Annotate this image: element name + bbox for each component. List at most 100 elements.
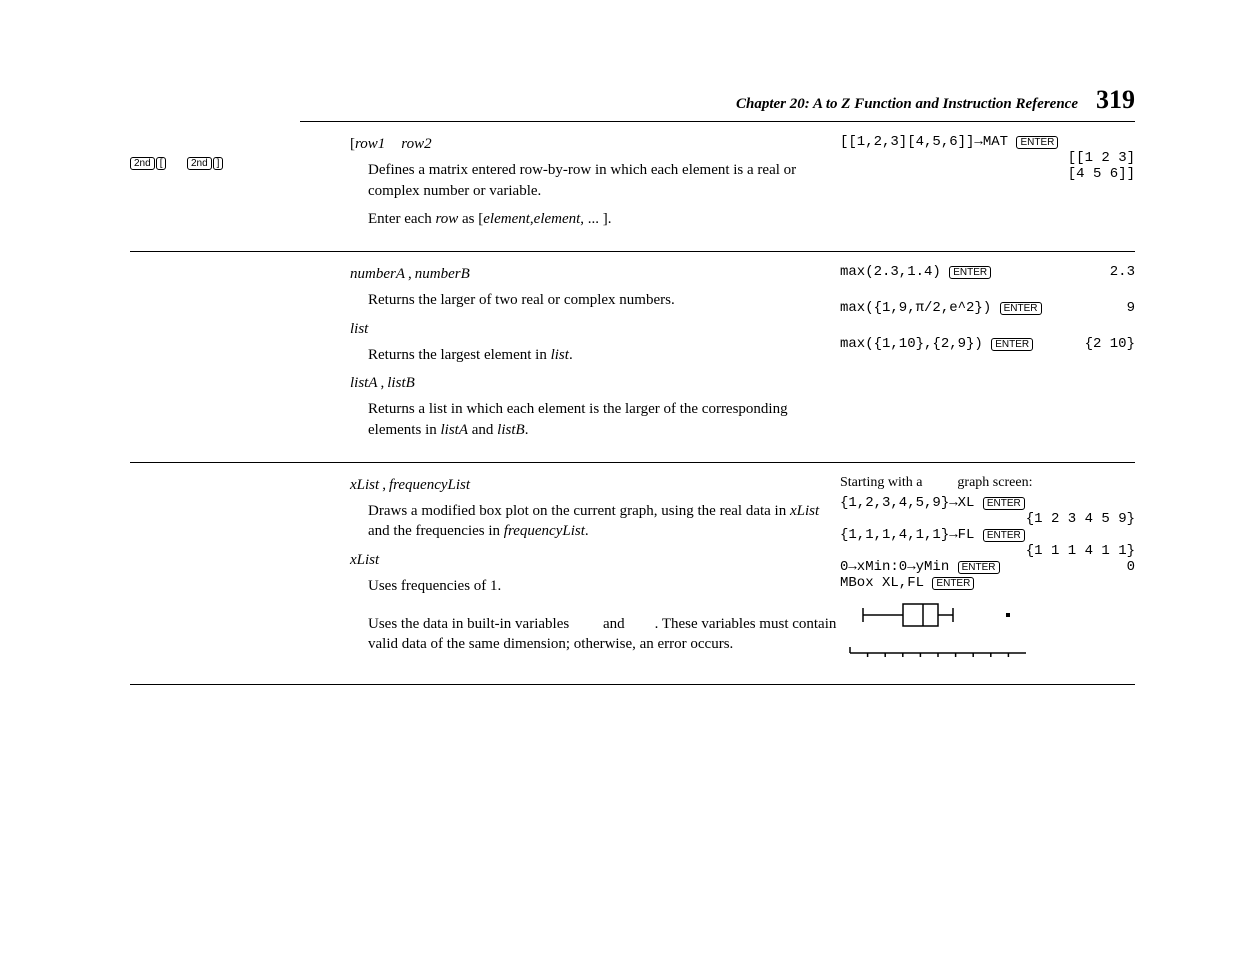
code: {1,2,3,4,5,9}→XL bbox=[840, 495, 974, 511]
t: , ... ]. bbox=[580, 211, 611, 227]
page-header: Chapter 20: A to Z Function and Instruct… bbox=[300, 85, 1135, 122]
syntax: xList bbox=[350, 550, 840, 570]
t: and bbox=[468, 422, 497, 438]
t: . bbox=[525, 422, 529, 438]
entry-max: numberA,numberB Returns the larger of tw… bbox=[130, 252, 1135, 463]
syntax: listA,listB bbox=[350, 373, 840, 393]
example-line: max({1,10},{2,9}) ENTER {2 10} bbox=[840, 336, 1135, 352]
t: element bbox=[483, 211, 530, 227]
entry-mbox: xList,frequencyList Draws a modified box… bbox=[130, 463, 1135, 685]
example-column: Starting with a graph screen: {1,2,3,4,5… bbox=[840, 475, 1135, 670]
t: as [ bbox=[458, 211, 483, 227]
result: 9 bbox=[1127, 300, 1135, 316]
syntax: numberA,numberB bbox=[350, 264, 840, 284]
page: Chapter 20: A to Z Function and Instruct… bbox=[0, 0, 1235, 954]
code: MBox XL,FL bbox=[840, 575, 924, 591]
example-line: {1,2,3,4,5,9}→XL ENTER bbox=[840, 495, 1135, 511]
example-line: 0→xMin:0→yMin ENTER 0 bbox=[840, 559, 1135, 575]
chapter-title: Chapter 20: A to Z Function and Instruct… bbox=[736, 96, 1078, 113]
result-line: [[1 2 3] bbox=[840, 150, 1135, 166]
syntax: xList,frequencyList bbox=[350, 475, 840, 495]
description-column: numberA,numberB Returns the larger of tw… bbox=[350, 264, 840, 448]
code: 0→xMin:0→yMin bbox=[840, 559, 949, 575]
key-enter: ENTER bbox=[958, 561, 1000, 574]
desc-1: Defines a matrix entered row-by-row in w… bbox=[368, 160, 840, 201]
syntax-b: frequencyList bbox=[389, 475, 470, 495]
example-column: [[1,2,3][4,5,6]]→MAT ENTER [[1 2 3] [4 5… bbox=[840, 134, 1135, 237]
example-line: max({1,9,π/2,e^2}) ENTER 9 bbox=[840, 300, 1135, 316]
code: {1,1,1,4,1,1}→FL bbox=[840, 527, 974, 543]
entry-matrix: 2nd[ 2nd] [row1, row2 Defines a matrix e… bbox=[130, 122, 1135, 252]
key-enter: ENTER bbox=[949, 266, 991, 279]
example-line: {1,1,1,4,1,1}→FL ENTER bbox=[840, 527, 1135, 543]
description-column: xList,frequencyList Draws a modified box… bbox=[350, 475, 840, 670]
t: Draws a modified box plot on the current… bbox=[368, 503, 790, 519]
key-column bbox=[130, 264, 350, 448]
key-column: 2nd[ 2nd] bbox=[130, 134, 350, 237]
t: Enter each bbox=[368, 211, 435, 227]
key-column bbox=[130, 475, 350, 670]
syntax-b: listB bbox=[387, 373, 415, 393]
description-column: [row1, row2 Defines a matrix entered row… bbox=[350, 134, 840, 237]
t: Returns the largest element in bbox=[368, 347, 551, 363]
syntax-list: list bbox=[350, 319, 368, 339]
syntax: list bbox=[350, 319, 840, 339]
t: Uses the data in built-in variables bbox=[368, 616, 573, 632]
content-area: 2nd[ 2nd] [row1, row2 Defines a matrix e… bbox=[130, 122, 1135, 685]
t: and bbox=[599, 616, 628, 632]
result-line: [4 5 6]] bbox=[840, 166, 1135, 182]
syntax-comma: , bbox=[381, 373, 385, 393]
code: [[1,2,3][4,5,6]]→MAT bbox=[840, 134, 1008, 150]
page-number: 319 bbox=[1096, 85, 1135, 115]
code: max({1,10},{2,9}) bbox=[840, 336, 983, 352]
t: . bbox=[585, 523, 589, 539]
t: element bbox=[534, 211, 581, 227]
result: {2 10} bbox=[1085, 336, 1135, 352]
t: Returns a list in which each element is … bbox=[368, 401, 788, 437]
key-enter: ENTER bbox=[1016, 136, 1058, 149]
t: . bbox=[569, 347, 573, 363]
key-enter: ENTER bbox=[983, 497, 1025, 510]
syntax-a: numberA bbox=[350, 264, 405, 284]
result: 2.3 bbox=[1110, 264, 1135, 280]
t: row bbox=[435, 211, 458, 227]
example-line: max(2.3,1.4) ENTER 2.3 bbox=[840, 264, 1135, 280]
t: list bbox=[551, 347, 569, 363]
syntax-comma: , bbox=[382, 475, 386, 495]
code: max({1,9,π/2,e^2}) bbox=[840, 300, 991, 316]
desc-2: Enter each row as [element,element, ... … bbox=[368, 209, 840, 229]
code: max(2.3,1.4) bbox=[840, 264, 941, 280]
example-line: MBox XL,FL ENTER bbox=[840, 575, 1135, 591]
syntax-row2: row2 bbox=[401, 134, 431, 154]
key-open-bracket: [ bbox=[156, 157, 167, 170]
syntax-b: numberB bbox=[415, 264, 470, 284]
result: 0 bbox=[1127, 559, 1135, 575]
example-line: [[1,2,3][4,5,6]]→MAT ENTER bbox=[840, 134, 1135, 150]
t: and the frequencies in bbox=[368, 523, 504, 539]
t: listA bbox=[440, 422, 468, 438]
desc-3: Uses the data in built-in variables and … bbox=[368, 614, 840, 655]
key-enter: ENTER bbox=[932, 577, 974, 590]
example-column: max(2.3,1.4) ENTER 2.3 max({1,9,π/2,e^2}… bbox=[840, 264, 1135, 448]
t: listB bbox=[497, 422, 525, 438]
key-enter: ENTER bbox=[983, 529, 1025, 542]
syntax-a: xList bbox=[350, 475, 379, 495]
key-2nd: 2nd bbox=[187, 157, 212, 170]
syntax: [row1, row2 bbox=[350, 134, 840, 154]
desc-1: Draws a modified box plot on the current… bbox=[368, 501, 840, 542]
key-enter: ENTER bbox=[991, 338, 1033, 351]
syntax-xlist: xList bbox=[350, 550, 379, 570]
boxplot-graph bbox=[848, 595, 1028, 665]
result: {1 2 3 4 5 9} bbox=[1026, 511, 1135, 527]
syntax-comma: , bbox=[408, 264, 412, 284]
syntax-a: listA bbox=[350, 373, 378, 393]
result: {1 1 1 4 1 1} bbox=[1026, 543, 1135, 559]
desc-1: Returns the larger of two real or comple… bbox=[368, 290, 840, 310]
key-enter: ENTER bbox=[1000, 302, 1042, 315]
t: frequencyList bbox=[504, 523, 585, 539]
t: xList bbox=[790, 503, 819, 519]
key-2nd: 2nd bbox=[130, 157, 155, 170]
syntax-row1: row1 bbox=[355, 136, 385, 152]
desc-3: Returns a list in which each element is … bbox=[368, 399, 840, 440]
desc-2: Returns the largest element in list. bbox=[368, 345, 840, 365]
